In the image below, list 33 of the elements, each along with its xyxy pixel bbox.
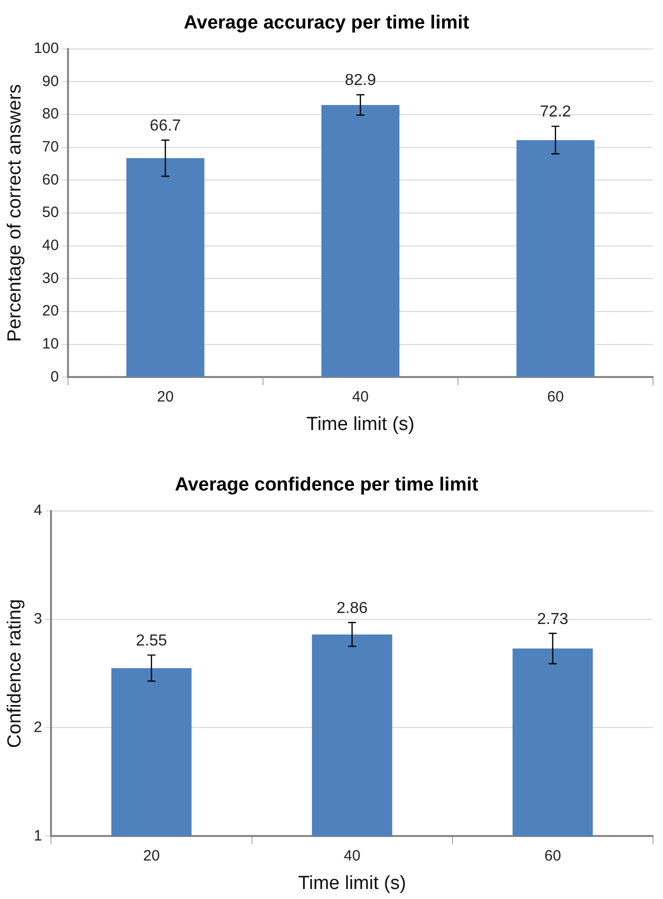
y-tick-label: 50 (42, 204, 59, 222)
data-label: 2.55 (136, 632, 168, 650)
y-tick-label: 40 (42, 236, 59, 254)
x-tick-label: 60 (547, 388, 564, 406)
x-tick-label: 60 (544, 847, 562, 864)
y-tick-label: 3 (34, 610, 42, 628)
y-tick-label: 100 (34, 40, 59, 57)
x-tick-label: 20 (143, 847, 160, 864)
data-label: 72.2 (540, 104, 572, 121)
x-tick-label: 40 (352, 388, 369, 406)
x-tick-label: 40 (344, 847, 360, 864)
y-tick-label: 20 (42, 302, 59, 320)
y-tick-label: 60 (42, 171, 59, 188)
x-axis-title: Time limit (s) (306, 414, 414, 435)
y-tick-label: 80 (42, 106, 59, 123)
y-tick-label: 1 (34, 827, 42, 844)
y-tick-label: 70 (42, 138, 59, 156)
chart-title: Average confidence per time limit (174, 474, 479, 496)
y-tick-label: 4 (34, 502, 42, 519)
y-tick-label: 90 (42, 72, 59, 90)
data-label: 66.7 (150, 118, 182, 134)
y-tick-label: 30 (42, 270, 59, 287)
y-axis-title: Confidence rating (4, 599, 26, 748)
y-tick-label: 10 (42, 336, 59, 352)
data-label: 2.73 (537, 610, 568, 628)
data-label: 2.86 (336, 600, 368, 617)
x-tick-label: 20 (157, 388, 174, 406)
y-tick-label: 2 (34, 718, 42, 736)
data-label: 82.9 (344, 72, 376, 90)
chart-title: Average accuracy per time limit (184, 12, 470, 34)
y-axis-title: Percentage of correct answers (4, 84, 26, 342)
y-tick-label: 0 (50, 368, 59, 386)
x-axis-title: Time limit (s) (298, 872, 406, 894)
